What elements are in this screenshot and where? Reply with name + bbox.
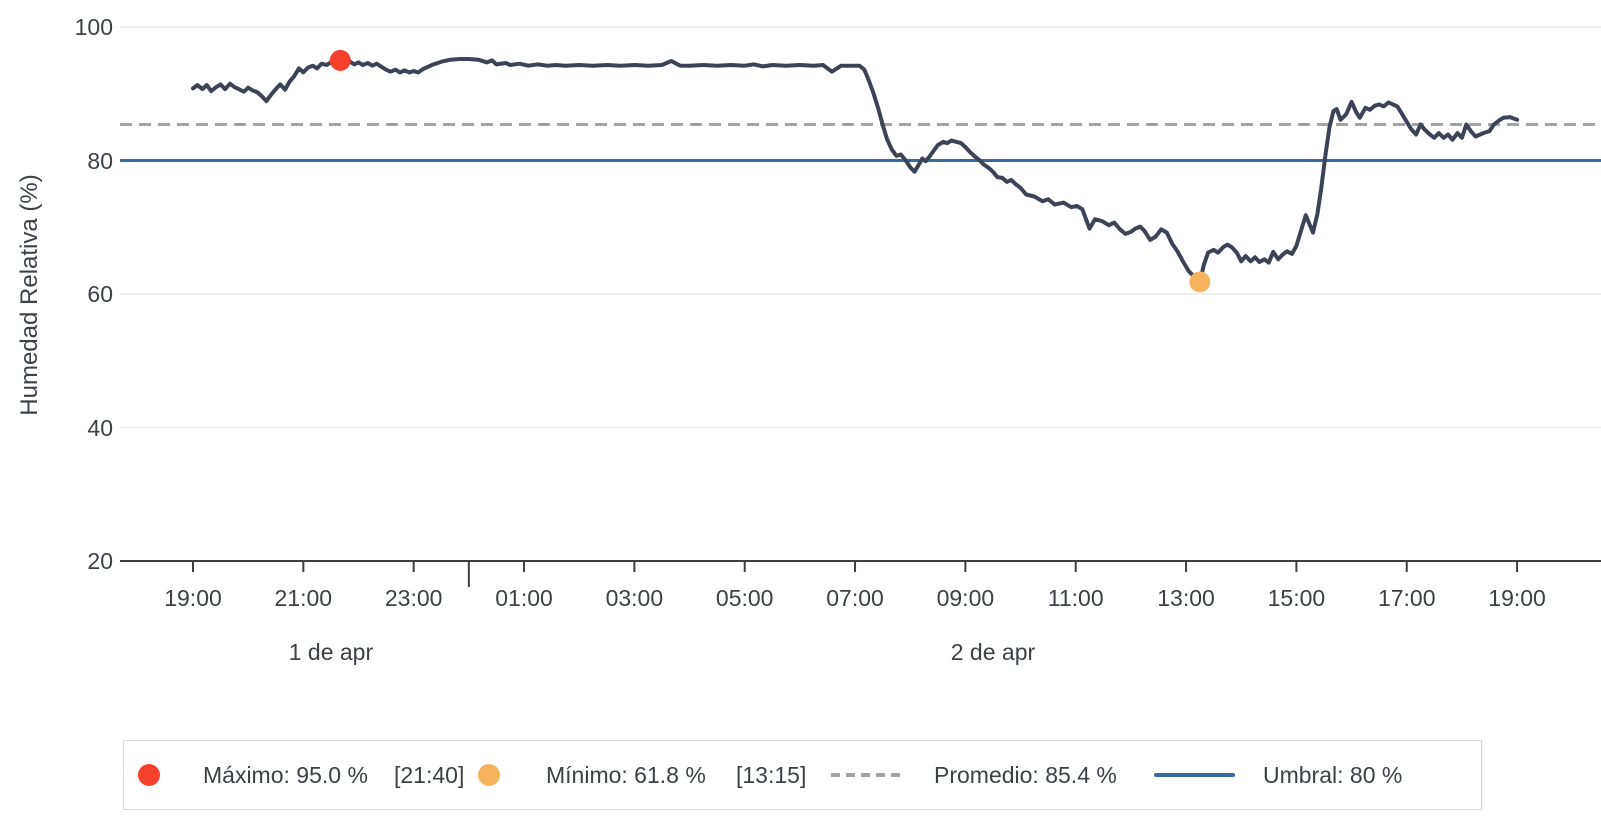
x-tick-label: 03:00 <box>605 585 664 611</box>
x-tick-label: 07:00 <box>826 585 884 611</box>
legend-umbral-label: Umbral: 80 % <box>1263 762 1403 788</box>
x-tick-label: 19:00 <box>164 585 222 611</box>
x-tick-label: 11:00 <box>1047 585 1104 611</box>
day-label-2: 2 de apr <box>950 639 1036 665</box>
legend-max-dot-icon <box>138 764 160 786</box>
legend-umbral-line-icon <box>1154 773 1235 777</box>
max-marker <box>329 49 351 71</box>
legend: Máximo: 95.0 % [21:40] Mínimo: 61.8 % [1… <box>123 740 1482 810</box>
x-tick-label: 19:00 <box>1488 585 1546 611</box>
x-tick-label: 15:00 <box>1267 585 1326 611</box>
min-marker <box>1189 271 1211 293</box>
legend-promedio-dash-icon <box>831 773 905 777</box>
y-tick-label: 60 <box>87 281 113 307</box>
x-tick-label: 17:00 <box>1377 585 1436 611</box>
legend-min-label: Mínimo: 61.8 % <box>546 762 706 788</box>
legend-min-time: [13:15] <box>736 762 807 788</box>
x-tick-label: 21:00 <box>274 585 333 611</box>
x-tick-label: 09:00 <box>936 585 995 611</box>
y-tick-label: 20 <box>87 548 113 574</box>
x-tick-label: 05:00 <box>715 585 774 611</box>
day-label-1: 1 de apr <box>288 639 374 665</box>
legend-max-label: Máximo: 95.0 % <box>203 762 368 788</box>
legend-promedio-label: Promedio: 85.4 % <box>934 762 1117 788</box>
legend-max-time: [21:40] <box>394 762 465 788</box>
y-tick-label: 100 <box>74 14 113 40</box>
x-tick-label: 01:00 <box>495 585 553 611</box>
y-tick-label: 80 <box>87 147 113 174</box>
y-tick-label: 40 <box>87 414 113 441</box>
x-tick-label: 13:00 <box>1157 585 1215 611</box>
legend-min-dot-icon <box>478 764 500 786</box>
humidity-series-line <box>191 57 1520 284</box>
x-tick-label: 23:00 <box>384 585 443 611</box>
